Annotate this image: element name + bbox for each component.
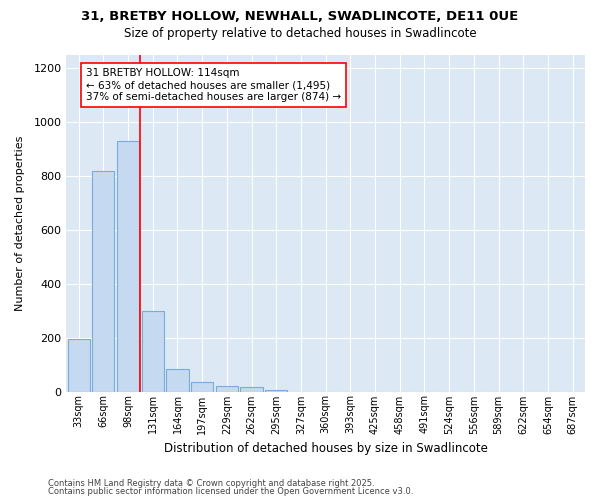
Bar xyxy=(241,388,263,392)
Bar xyxy=(216,386,238,392)
Text: Contains HM Land Registry data © Crown copyright and database right 2025.: Contains HM Land Registry data © Crown c… xyxy=(48,478,374,488)
Bar xyxy=(166,368,188,392)
Text: 31 BRETBY HOLLOW: 114sqm
← 63% of detached houses are smaller (1,495)
37% of sem: 31 BRETBY HOLLOW: 114sqm ← 63% of detach… xyxy=(86,68,341,102)
Bar xyxy=(142,311,164,392)
Bar xyxy=(117,141,139,392)
Text: Contains public sector information licensed under the Open Government Licence v3: Contains public sector information licen… xyxy=(48,487,413,496)
Bar xyxy=(68,339,90,392)
X-axis label: Distribution of detached houses by size in Swadlincote: Distribution of detached houses by size … xyxy=(164,442,488,455)
Bar xyxy=(191,382,213,392)
Bar xyxy=(265,390,287,392)
Text: 31, BRETBY HOLLOW, NEWHALL, SWADLINCOTE, DE11 0UE: 31, BRETBY HOLLOW, NEWHALL, SWADLINCOTE,… xyxy=(82,10,518,23)
Text: Size of property relative to detached houses in Swadlincote: Size of property relative to detached ho… xyxy=(124,28,476,40)
Bar xyxy=(92,171,115,392)
Y-axis label: Number of detached properties: Number of detached properties xyxy=(15,136,25,311)
